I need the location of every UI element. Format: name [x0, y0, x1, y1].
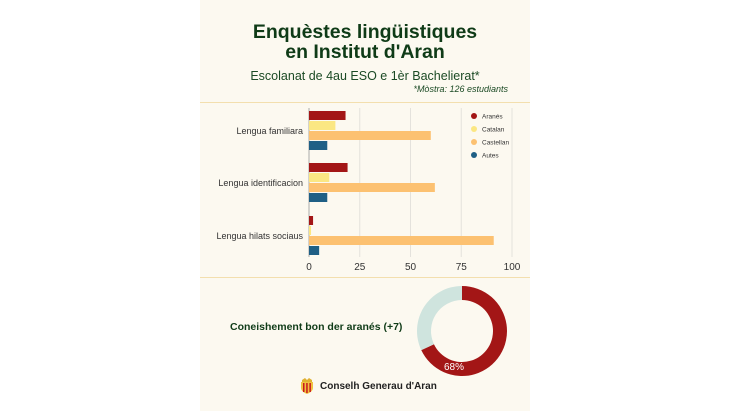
bar: [309, 163, 348, 172]
title-line-2: en Institut d'Aran: [285, 41, 445, 63]
x-tick-label: 0: [306, 262, 312, 273]
legend-swatch: [471, 113, 477, 119]
donut-slice: [421, 286, 507, 376]
bar: [309, 183, 435, 192]
coat-of-arms-icon: [301, 378, 313, 394]
sample-note: *Mòstra: 126 estudiants: [413, 84, 508, 94]
page-title: Enquèstes lingüistiques en Institut d'Ar…: [200, 22, 530, 62]
bar: [309, 193, 328, 202]
legend-label: Autes: [482, 153, 499, 160]
subtitle: Escolanat de 4au ESO e 1èr Bachelierat*: [250, 69, 480, 83]
footer-org: Conselh Generau d'Aran: [320, 380, 437, 392]
bar: [309, 141, 328, 150]
legend-label: Castellan: [482, 140, 509, 147]
donut-label: Coneishement bon der aranés (+7): [230, 321, 403, 333]
legend-swatch: [471, 126, 477, 132]
x-tick-label: 100: [504, 262, 521, 273]
legend-swatch: [471, 139, 477, 145]
bar: [309, 246, 320, 255]
bar: [309, 111, 346, 120]
bar: [309, 131, 431, 140]
bar: [309, 236, 494, 245]
category-label: Lengua hilats sociaus: [216, 231, 303, 241]
x-tick-label: 50: [405, 262, 417, 273]
legend-label: Aranés: [482, 114, 503, 121]
bar-chart: 0 25 50 75 100 Lengua familiara Lengua identif…: [216, 108, 521, 376]
legend-label: Catalan: [482, 127, 505, 134]
donut-value-label: 68%: [444, 362, 464, 373]
legend-swatch: [471, 152, 477, 158]
infographic-card: Enquèstes lingüistiques en Institut d'Ar…: [200, 0, 530, 411]
x-tick-label: 25: [354, 262, 366, 273]
bar: [309, 226, 312, 235]
category-label: Lengua identificacion: [218, 178, 303, 188]
divider-bottom: [200, 277, 530, 278]
footer: Conselh Generau d'Aran: [300, 377, 437, 395]
divider-top: [200, 102, 530, 103]
title-line-1: Enquèstes lingüistiques: [252, 21, 478, 43]
category-label: Lengua familiara: [236, 126, 303, 136]
donut-slice: [417, 286, 462, 351]
bar: [309, 216, 314, 225]
x-tick-label: 75: [456, 262, 468, 273]
bar: [309, 173, 330, 182]
bar: [309, 121, 336, 130]
